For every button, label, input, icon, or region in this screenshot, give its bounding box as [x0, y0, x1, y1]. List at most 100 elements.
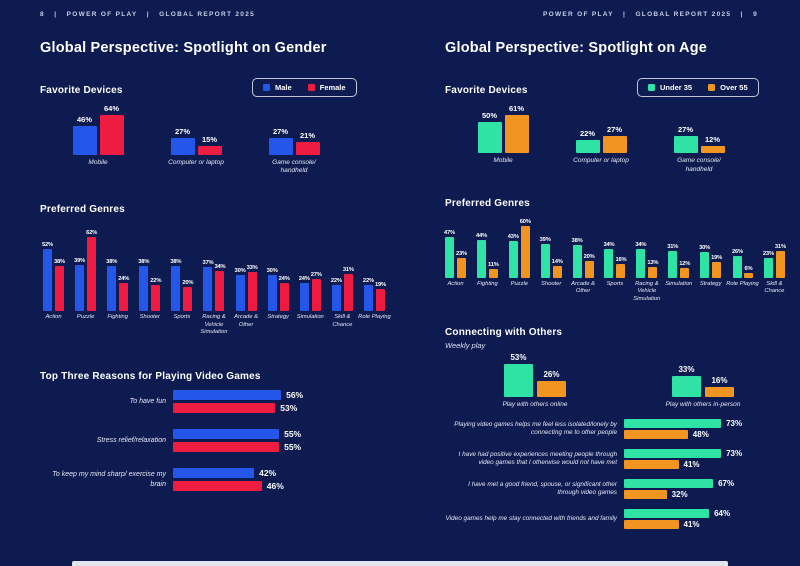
bar-line: 55%: [173, 429, 301, 439]
bar-group: 30% 24% Strategy: [263, 268, 294, 338]
bar-value-label: 15%: [201, 134, 217, 144]
bar-unit: 27%: [170, 127, 195, 156]
bar-line: 67%: [624, 479, 734, 488]
bar-pair: 38% 20%: [170, 259, 194, 312]
bar-unit: 33%: [672, 365, 701, 397]
bar-value-label: 38%: [54, 258, 66, 265]
bar-row: Video games help me stay connected with …: [445, 509, 790, 529]
bar-line: 55%: [173, 442, 301, 452]
bar-unit: 53%: [504, 353, 533, 397]
bar-group: 34% 13% Racing & Vehicle Simulation: [631, 242, 662, 306]
category-label: Racing & Vehicle Simulation: [200, 314, 228, 335]
bar: [363, 285, 373, 312]
bar-unit: 26%: [732, 249, 743, 279]
bar-unit: 31%: [775, 244, 786, 279]
row-label: To have fun: [129, 397, 166, 405]
bar: [173, 442, 280, 452]
bar: [173, 403, 276, 413]
bar-unit: 31%: [342, 267, 354, 312]
bar-row: I have met a good friend, spouse, or sig…: [445, 479, 790, 499]
bar-value-label: 22%: [150, 278, 162, 284]
bar-value-label: 34%: [635, 241, 647, 248]
bar-line: 42%: [173, 468, 284, 478]
legend-swatch: [648, 84, 655, 91]
bar-unit: 38%: [106, 259, 117, 312]
bar-group: 39% 62% Puzzle: [70, 230, 101, 338]
bar-value-label: 38%: [106, 258, 118, 265]
bar-pair: 22% 27%: [575, 125, 627, 154]
age-connecting-chart: 53% 26% Play with others online 33% 16% Play …: [465, 353, 773, 411]
left-devices-section-title: Favorite Devices: [40, 85, 123, 96]
legend-swatch: [708, 84, 716, 91]
bar-value-label: 13%: [647, 259, 659, 266]
bar: [42, 249, 52, 312]
bar-value-label: 12%: [679, 260, 691, 267]
bar-group: 46% 64% Mobile: [62, 104, 134, 177]
bar-line: 41%: [624, 460, 742, 469]
bar: [279, 282, 289, 312]
bar-value-label: 20%: [182, 280, 194, 287]
bar-pair: 26% 6%: [732, 249, 754, 279]
bar-value-label: 22%: [330, 278, 342, 284]
bar: [572, 245, 582, 279]
bar-unit: 47%: [444, 230, 455, 279]
age-legend: Under 35 Over 55: [637, 78, 759, 97]
age-statements-chart: Playing video games helps me feel less i…: [445, 419, 790, 539]
bar-value-label: 55%: [284, 429, 302, 439]
bar-group: 44% 11% Fighting: [472, 233, 503, 305]
category-label: Puzzle: [76, 314, 95, 321]
bar-pair: 38% 20%: [572, 238, 595, 279]
bar-group: 24% 27% Simulation: [295, 272, 326, 338]
bar-value-label: 30%: [266, 268, 278, 275]
bar-unit: 22%: [575, 129, 600, 154]
bar-value-label: 26%: [543, 369, 560, 379]
bar-value-label: 27%: [272, 127, 288, 137]
bar-line: 32%: [624, 490, 734, 499]
bar: [247, 271, 257, 312]
bar-pair: 34% 16%: [603, 242, 627, 279]
bar: [107, 265, 117, 312]
bar-unit: 6%: [744, 266, 754, 279]
bar-pair: 23% 31%: [762, 244, 786, 279]
bar: [763, 258, 773, 279]
bar-value-label: 26%: [732, 248, 744, 255]
bar: [604, 248, 614, 279]
bar-unit: 20%: [584, 254, 595, 279]
bar: [72, 126, 97, 156]
bar-value-label: 23%: [762, 251, 774, 258]
bar-row: I have had positive experiences meeting …: [445, 449, 790, 469]
category-label: Play with others in-person: [665, 400, 741, 408]
bar-group: 30% 19% Strategy: [695, 245, 726, 305]
bar: [672, 376, 701, 397]
bar-value-label: 24%: [118, 275, 130, 282]
category-label: Role Playing: [358, 314, 391, 321]
bar: [584, 260, 594, 279]
bar-pair: 39% 62%: [74, 230, 98, 312]
bar: [170, 138, 195, 156]
bar-unit: 22%: [150, 278, 162, 312]
bar-value-label: 14%: [551, 259, 563, 265]
bar-unit: 61%: [504, 104, 529, 154]
bar: [173, 390, 282, 400]
bar: [171, 265, 181, 312]
bar-group: 52% 38% Action: [38, 242, 69, 338]
legend-item: Over 55: [708, 83, 748, 92]
bar-value-label: 12%: [704, 134, 720, 144]
bar-value-label: 31%: [342, 267, 354, 274]
bar-value-label: 62%: [86, 230, 98, 236]
row-label: Video games help me stay connected with …: [445, 514, 617, 522]
bar: [624, 490, 667, 499]
bar-value-label: 61%: [508, 104, 524, 113]
bar-unit: 21%: [295, 131, 320, 156]
bar-value-label: 48%: [692, 430, 709, 439]
bar: [552, 266, 562, 279]
bar-value-label: 53%: [280, 403, 298, 413]
bar-pair: 27% 15%: [170, 127, 222, 156]
bar-pair: 46% 64%: [72, 104, 124, 156]
bar-pair: 67% 32%: [624, 479, 734, 499]
legend-swatch: [307, 84, 315, 91]
bar-group: 31% 12% Simulation: [663, 244, 694, 305]
bar-group: 37% 34% Racing & Vehicle Simulation: [198, 260, 229, 338]
bar-value-label: 21%: [299, 131, 315, 141]
